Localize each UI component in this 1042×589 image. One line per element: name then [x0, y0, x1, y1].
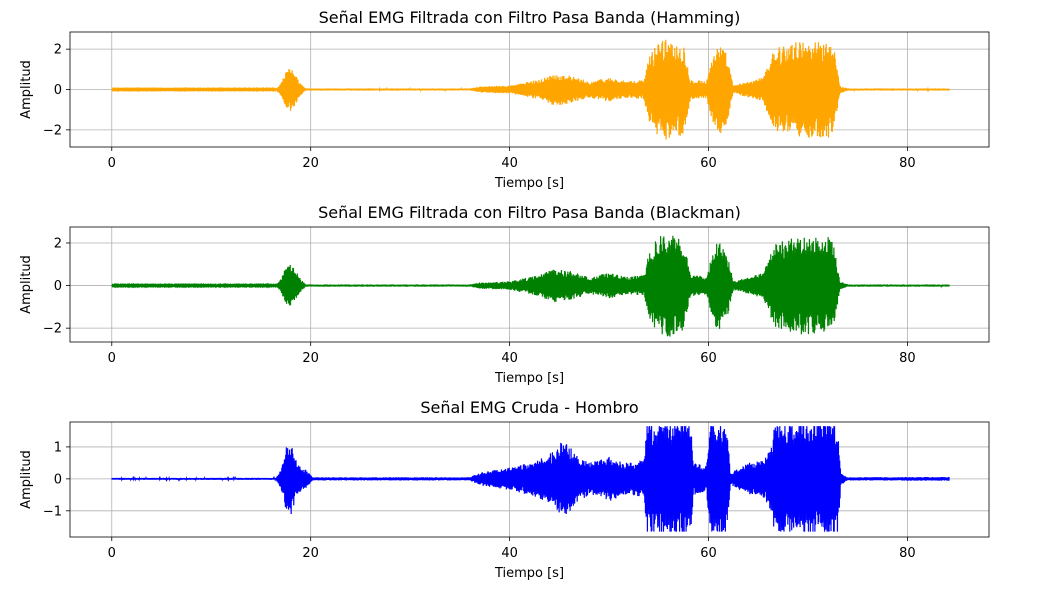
x-tick-label: 40	[501, 351, 518, 366]
x-tick-label: 20	[302, 546, 319, 561]
y-tick-label: 1	[54, 440, 62, 455]
x-tick-label: 20	[302, 351, 319, 366]
x-tick-label: 80	[899, 546, 916, 561]
x-tick-label: 60	[700, 546, 717, 561]
chart-title: Señal EMG Filtrada con Filtro Pasa Banda…	[319, 8, 741, 27]
emg-signal-line	[111, 235, 950, 337]
subplot-1: 0 20 40 60 80 −2 0 2 Señal EMG Filtrada con Filt…	[19, 8, 990, 191]
subplot-3: 0 20 40 60 80 −1 0 1 Señal EMG Cruda - Hombro Tie…	[19, 398, 990, 581]
y-axis-label: Amplitud	[19, 450, 34, 509]
x-tick-label: 0	[108, 156, 116, 171]
x-axis-label: Tiempo [s]	[494, 566, 564, 581]
y-tick-label: −2	[43, 322, 62, 337]
y-axis-label: Amplitud	[19, 255, 34, 314]
x-tick-label: 40	[501, 546, 518, 561]
emg-signal-line	[111, 426, 950, 532]
axes-frame	[69, 421, 990, 538]
y-tick-label: 0	[54, 83, 62, 98]
y-tick-label: −1	[43, 504, 62, 519]
y-tick-label: 0	[54, 472, 62, 487]
x-tick-label: 20	[302, 156, 319, 171]
x-tick-label: 80	[899, 156, 916, 171]
chart-title: Señal EMG Filtrada con Filtro Pasa Banda…	[318, 203, 741, 222]
y-tick-label: 0	[54, 279, 62, 294]
y-axis-label: Amplitud	[19, 60, 34, 119]
x-axis-label: Tiempo [s]	[494, 176, 564, 191]
subplot-2: 0 20 40 60 80 −2 0 2 Señal EMG Filtrada con Filt…	[19, 203, 990, 386]
x-tick-label: 60	[700, 351, 717, 366]
chart-title: Señal EMG Cruda - Hombro	[420, 398, 638, 417]
x-tick-label: 0	[108, 351, 116, 366]
y-tick-label: 2	[54, 236, 62, 251]
y-tick-label: 2	[54, 43, 62, 58]
x-tick-label: 0	[108, 546, 116, 561]
x-tick-label: 80	[899, 351, 916, 366]
emg-signal-line	[111, 39, 950, 140]
y-tick-label: −2	[43, 123, 62, 138]
x-tick-label: 40	[501, 156, 518, 171]
x-tick-label: 60	[700, 156, 717, 171]
x-axis-label: Tiempo [s]	[494, 371, 564, 386]
axes-frame	[69, 226, 990, 343]
